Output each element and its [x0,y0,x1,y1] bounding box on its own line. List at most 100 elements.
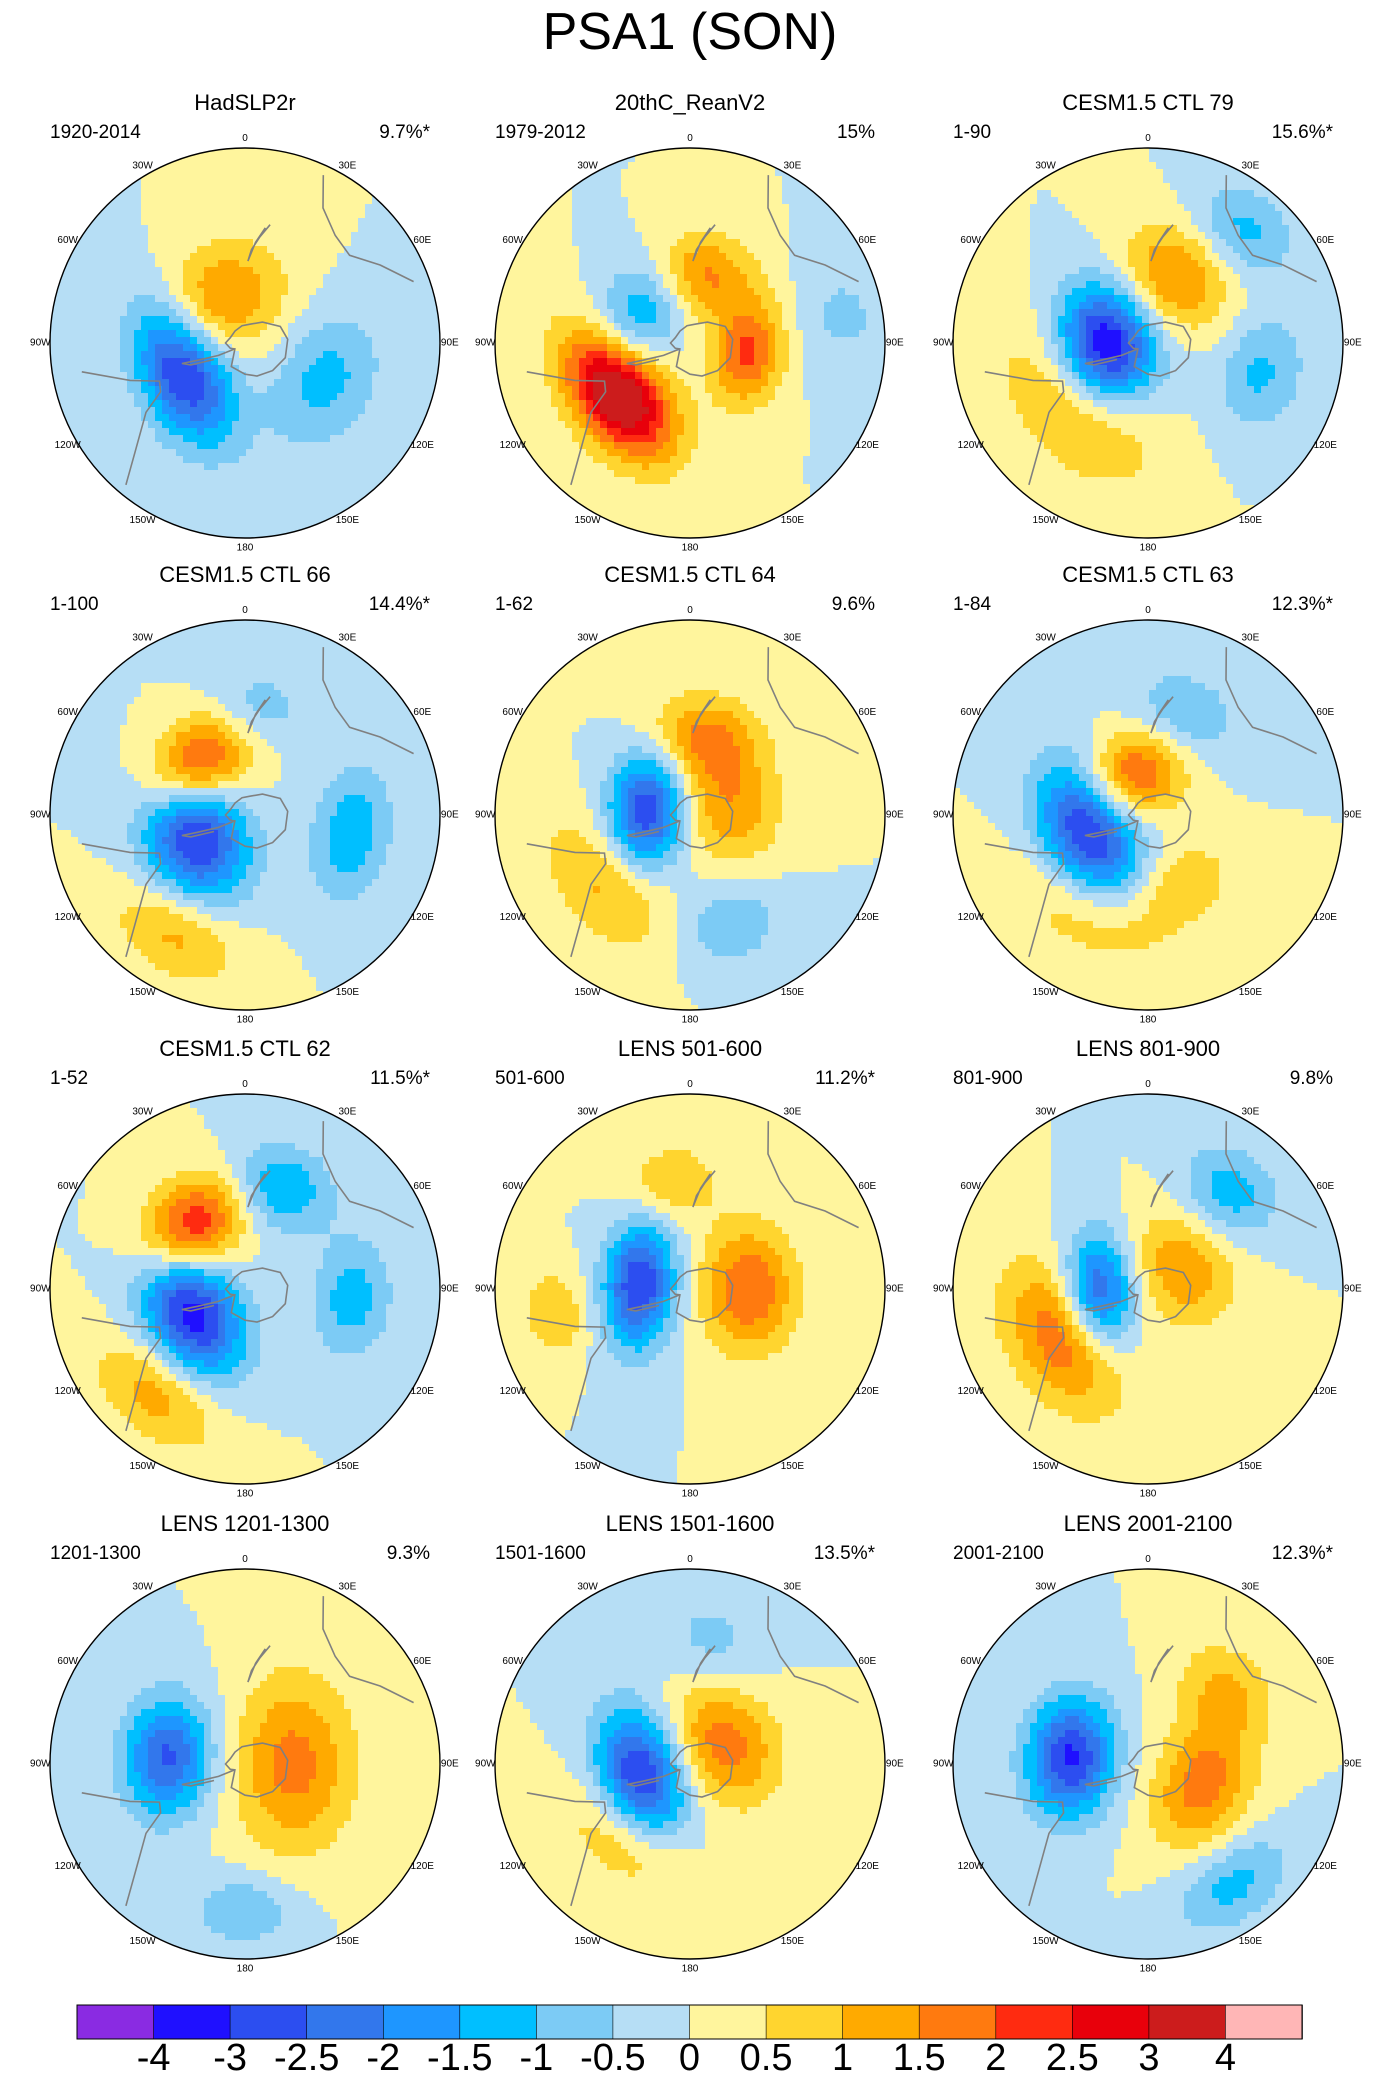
field-cell [225,407,233,415]
field-cell [621,218,629,226]
field-cell [607,225,615,233]
field-cell [719,435,727,443]
field-cell [572,330,580,338]
field-cell [642,470,650,478]
field-cell [607,379,615,387]
field-cell [414,393,422,401]
field-cell [323,190,331,198]
field-cell [372,386,380,394]
field-cell [607,358,615,366]
field-cell [530,393,538,401]
field-cell [106,365,114,373]
field-cell [330,505,338,513]
field-cell [537,365,545,373]
field-cell [92,295,100,303]
field-cell [288,232,296,240]
field-cell [218,470,226,478]
field-cell [782,246,790,254]
field-cell [337,344,345,352]
field-cell [120,232,128,240]
field-cell [113,358,121,366]
field-cell [663,330,671,338]
field-cell [628,442,636,450]
field-cell [565,393,573,401]
field-cell [155,288,163,296]
field-cell [621,477,629,485]
field-cell [530,428,538,436]
field-cell [677,148,685,156]
field-cell [593,470,601,478]
field-cell [120,449,128,457]
field-cell [351,491,359,499]
field-cell [698,197,706,205]
field-cell [183,484,191,492]
field-cell [232,190,240,198]
field-cell [754,204,762,212]
field-cell [537,449,545,457]
field-cell [712,379,720,387]
field-cell [106,470,114,478]
field-cell [85,372,93,380]
field-cell [502,344,510,352]
field-cell [323,169,331,177]
field-cell [183,281,191,289]
field-cell [127,428,135,436]
field-cell [628,232,636,240]
field-cell [386,421,394,429]
field-cell [579,274,587,282]
field-cell [134,211,142,219]
field-cell [225,365,233,373]
field-cell [197,253,205,261]
longitude-label: 90W [30,338,51,349]
field-cell [232,407,240,415]
field-cell [295,211,303,219]
field-cell [64,274,72,282]
field-cell [761,169,769,177]
field-cell [246,379,254,387]
field-cell [852,330,860,338]
field-cell [204,302,212,310]
field-cell [92,323,100,331]
field-cell [78,379,86,387]
field-cell [614,463,622,471]
field-cell [155,463,163,471]
field-cell [509,344,517,352]
field-cell [141,365,149,373]
field-cell [691,267,699,275]
field-cell [565,491,573,499]
field-cell [733,393,741,401]
field-cell [169,351,177,359]
field-cell [211,337,219,345]
field-cell [740,442,748,450]
field-cell [281,365,289,373]
field-cell [78,407,86,415]
field-cell [565,197,573,205]
field-cell [768,218,776,226]
field-cell [558,407,566,415]
field-cell [628,421,636,429]
field-cell [162,400,170,408]
field-cell [824,295,832,303]
field-cell [267,463,275,471]
field-cell [817,204,825,212]
field-cell [824,274,832,282]
field-cell [628,190,636,198]
field-cell [789,190,797,198]
field-cell [232,463,240,471]
field-cell [218,505,226,513]
field-cell [211,372,219,380]
field-cell [775,246,783,254]
field-cell [740,169,748,177]
field-cell [558,260,566,268]
field-cell [873,337,881,345]
field-cell [747,393,755,401]
field-cell [663,288,671,296]
field-cell [677,309,685,317]
field-cell [330,421,338,429]
field-cell [733,267,741,275]
field-cell [656,393,664,401]
field-cell [57,302,65,310]
field-cell [365,414,373,422]
longitude-label: 120W [55,440,82,451]
field-cell [677,232,685,240]
